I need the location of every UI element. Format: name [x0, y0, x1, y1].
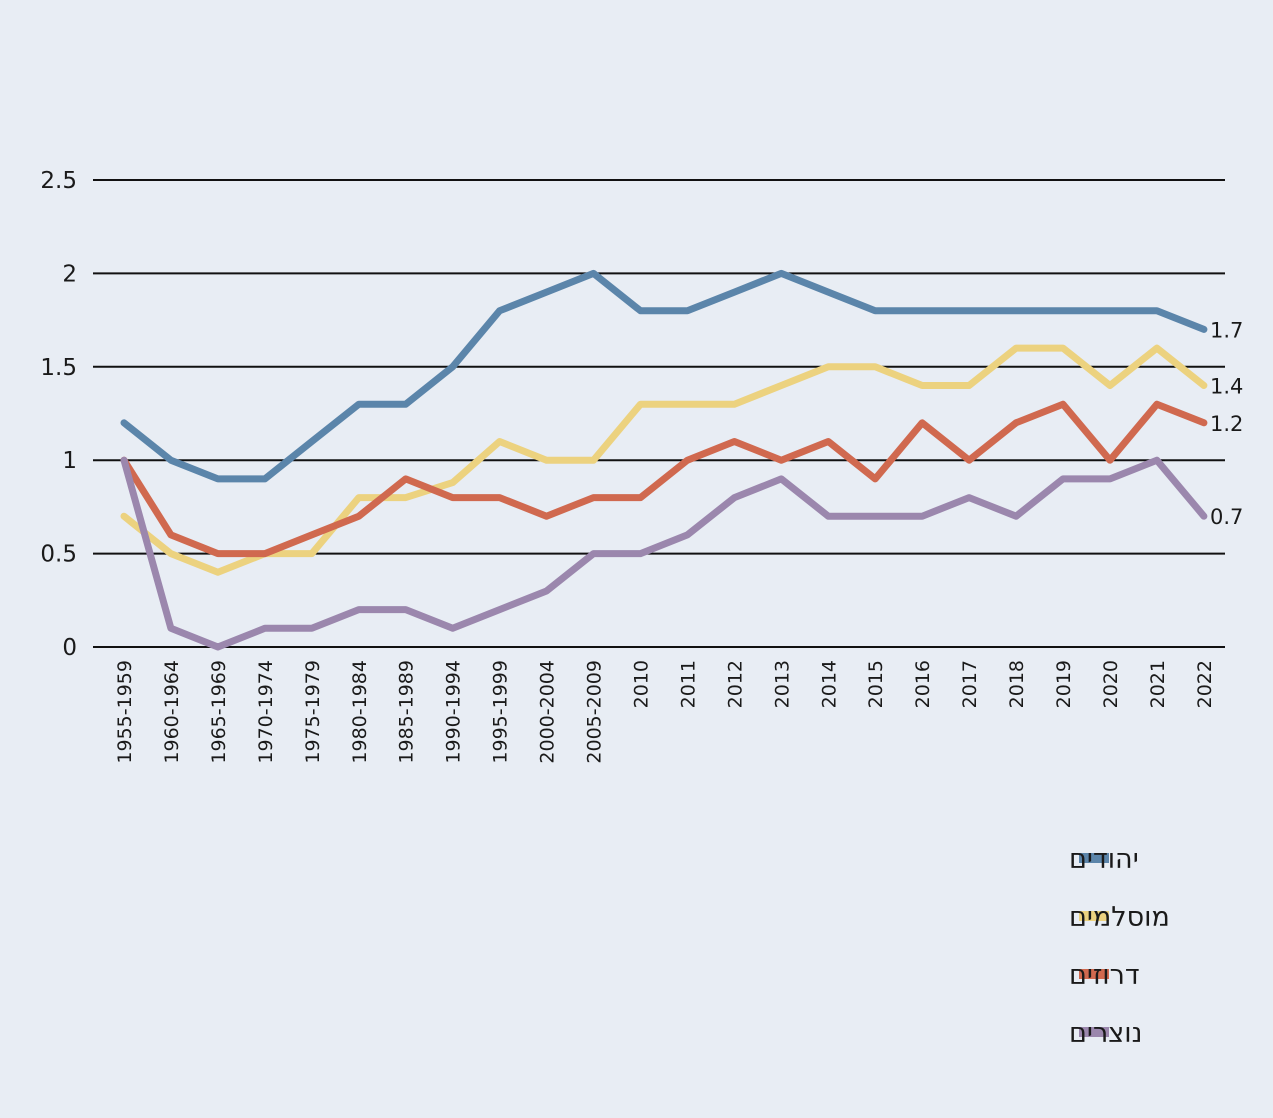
x-tick-label: 2016	[912, 660, 934, 708]
x-tick-label: 2012	[724, 660, 746, 708]
series-end-labels: 1.7 1.4 1.2 0.7	[1210, 318, 1243, 529]
series-line	[120, 400, 1208, 558]
x-tick-label: 2022	[1194, 660, 1216, 708]
x-tick-label: 1970-1974	[255, 660, 277, 764]
series-end-label: 1.4	[1210, 374, 1243, 398]
y-axis-tick-labels: 0 0.5 1 1.5 2 2.5	[40, 168, 77, 661]
series-line	[120, 269, 1208, 483]
legend: יהודים מוסלמים דרוזים נוצרים	[1069, 844, 1170, 1049]
y-tick-label-0-5: 0.5	[40, 542, 77, 568]
legend-swatch	[1079, 969, 1109, 979]
series-end-label: 1.2	[1210, 412, 1243, 436]
series-line	[120, 456, 1208, 651]
legend-swatch	[1079, 853, 1109, 863]
y-tick-label-1-5: 1.5	[40, 355, 77, 381]
x-tick-label: 2021	[1147, 660, 1169, 708]
legend-swatch	[1079, 1027, 1109, 1037]
x-tick-label: 1995-1999	[490, 660, 512, 764]
x-tick-label: 1975-1979	[302, 660, 324, 764]
legend-label: יהודים	[1069, 844, 1139, 875]
y-tick-label-1: 1	[62, 448, 77, 474]
x-tick-label: 1965-1969	[208, 660, 230, 764]
x-tick-label: 2013	[771, 660, 793, 708]
series-end-label: 0.7	[1210, 505, 1243, 529]
x-tick-label: 2014	[818, 660, 840, 708]
x-axis-tick-labels: 1955-1959 1960-1964 1965-1969 1970-1974 1975…	[114, 660, 1216, 764]
legend-label: דרוזים	[1069, 960, 1140, 991]
x-tick-label: 1990-1994	[443, 660, 465, 764]
legend-swatch	[1079, 911, 1109, 921]
x-tick-label: 2005-2009	[584, 660, 606, 764]
x-tick-label: 2020	[1100, 660, 1122, 708]
x-tick-label: 1955-1959	[114, 660, 136, 764]
legend-label: מוסלמים	[1069, 902, 1170, 933]
x-tick-label: 2010	[630, 660, 652, 708]
series-end-label: 1.7	[1210, 318, 1243, 342]
x-tick-label: 1960-1964	[161, 660, 183, 764]
series-line	[120, 344, 1208, 576]
x-tick-label: 2017	[959, 660, 981, 708]
x-tick-label: 2015	[865, 660, 887, 708]
gridlines	[93, 179, 1225, 648]
x-tick-label: 1980-1984	[349, 660, 371, 764]
y-tick-label-0: 0	[62, 635, 77, 661]
legend-label: נוצרים	[1069, 1018, 1142, 1049]
x-tick-label: 2018	[1006, 660, 1028, 708]
y-tick-label-2: 2	[62, 261, 77, 287]
x-tick-label: 1985-1989	[396, 660, 418, 764]
series-lines	[120, 269, 1208, 651]
x-tick-label: 2019	[1053, 660, 1075, 708]
x-tick-label: 2000-2004	[537, 660, 559, 764]
y-tick-label-2-5: 2.5	[40, 168, 77, 194]
x-tick-label: 2011	[677, 660, 699, 708]
